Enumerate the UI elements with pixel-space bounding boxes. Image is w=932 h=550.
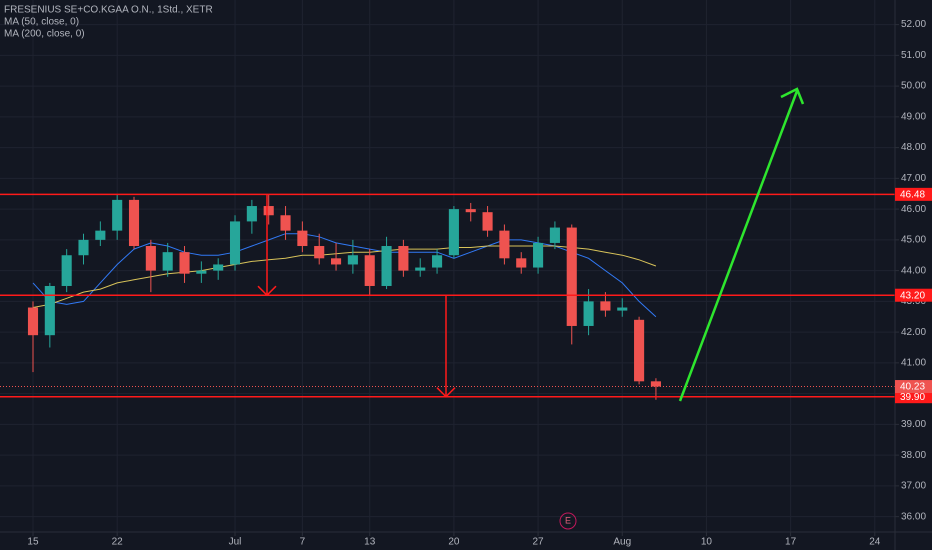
candle-body bbox=[61, 255, 72, 286]
candle-body bbox=[432, 255, 443, 268]
legend-entry: MA (200, close, 0) bbox=[4, 29, 85, 40]
candle-body bbox=[44, 285, 55, 336]
x-tick-label: 13 bbox=[364, 537, 376, 548]
plot bbox=[0, 193, 895, 400]
projection-arrow-head bbox=[780, 87, 805, 105]
candle-body bbox=[27, 307, 39, 336]
y-tick-label: 49.00 bbox=[901, 111, 926, 122]
candle-body bbox=[297, 230, 308, 247]
y-tick-label: 48.00 bbox=[901, 142, 926, 153]
candle-body bbox=[263, 206, 274, 216]
candle-body bbox=[634, 319, 645, 382]
candle-body bbox=[145, 246, 156, 271]
moving-average-line bbox=[32, 233, 657, 318]
candle-body bbox=[213, 264, 224, 271]
legend-entry: MA (50, close, 0) bbox=[4, 17, 79, 28]
x-tick-label: 22 bbox=[112, 537, 124, 548]
candle-body bbox=[415, 267, 426, 271]
candle-body bbox=[381, 246, 392, 286]
level-label-bg bbox=[895, 288, 932, 302]
x-tick-label: 7 bbox=[300, 537, 306, 548]
candle-body bbox=[533, 242, 544, 268]
level-label-bg bbox=[895, 187, 932, 201]
level-label: 39.90 bbox=[900, 392, 925, 403]
level-label: 43.20 bbox=[900, 290, 925, 301]
moving-average-line bbox=[32, 245, 657, 308]
y-tick-label: 51.00 bbox=[901, 50, 926, 61]
last-price-label: 40.23 bbox=[900, 382, 925, 393]
y-tick-label: 38.00 bbox=[901, 450, 926, 461]
event-marker-label: E bbox=[565, 515, 571, 525]
y-tick-label: 39.00 bbox=[901, 419, 926, 430]
y-tick-label: 46.00 bbox=[901, 204, 926, 215]
candle-body bbox=[516, 258, 527, 268]
candle-body bbox=[617, 307, 628, 311]
candle-body bbox=[314, 246, 325, 259]
y-tick-label: 37.00 bbox=[901, 481, 926, 492]
x-tick-label: 20 bbox=[448, 537, 460, 548]
last-price-bg bbox=[895, 380, 932, 394]
x-tick-label: 17 bbox=[785, 537, 797, 548]
y-tick-label: 47.00 bbox=[901, 173, 926, 184]
candle-body bbox=[112, 199, 123, 231]
candle-body bbox=[179, 252, 190, 274]
move-arrow-head bbox=[436, 387, 456, 398]
candle-body bbox=[229, 221, 241, 265]
x-tick-label: 10 bbox=[701, 537, 713, 548]
y-tick-label: 45.00 bbox=[901, 235, 926, 246]
event-marker bbox=[559, 512, 577, 530]
x-tick-label: 24 bbox=[869, 537, 881, 548]
y-tick-label: 44.00 bbox=[901, 265, 926, 276]
candle-body bbox=[465, 209, 476, 213]
candle-body bbox=[347, 255, 358, 265]
candle-body bbox=[246, 206, 257, 222]
level-label: 46.48 bbox=[900, 189, 925, 200]
y-tick-label: 36.00 bbox=[901, 511, 926, 522]
candle-body bbox=[398, 246, 409, 271]
y-tick-label: 50.00 bbox=[901, 81, 926, 92]
candle-body bbox=[499, 230, 510, 259]
candle-body bbox=[482, 212, 493, 231]
candle-body bbox=[196, 270, 207, 274]
y-tick-label: 52.00 bbox=[901, 19, 926, 30]
candle-body bbox=[549, 227, 560, 243]
chart-title: FRESENIUS SE+CO.KGAA O.N., 1Std., XETR bbox=[4, 5, 213, 16]
candle-body bbox=[330, 258, 342, 265]
candle-body bbox=[95, 230, 106, 240]
candle-body bbox=[364, 255, 375, 286]
x-tick-label: 15 bbox=[27, 537, 39, 548]
candle-body bbox=[162, 252, 173, 271]
candle-body bbox=[448, 209, 459, 256]
x-tick-label: Aug bbox=[613, 537, 631, 548]
x-tick-label: 27 bbox=[533, 537, 545, 548]
grid bbox=[0, 0, 895, 532]
projection-arrow bbox=[678, 90, 799, 402]
candle-body bbox=[128, 199, 140, 247]
level-label-bg bbox=[895, 390, 932, 404]
y-tick-label: 41.00 bbox=[901, 358, 926, 369]
candle-body bbox=[583, 301, 594, 326]
x-tick-label: Jul bbox=[229, 537, 242, 548]
candle-body bbox=[280, 215, 291, 231]
candle-body bbox=[78, 239, 89, 256]
move-arrow-head bbox=[257, 285, 277, 297]
y-tick-label: 42.00 bbox=[901, 327, 926, 338]
candle-body bbox=[566, 227, 577, 326]
candle-body bbox=[650, 381, 661, 387]
candle-body bbox=[600, 301, 611, 311]
